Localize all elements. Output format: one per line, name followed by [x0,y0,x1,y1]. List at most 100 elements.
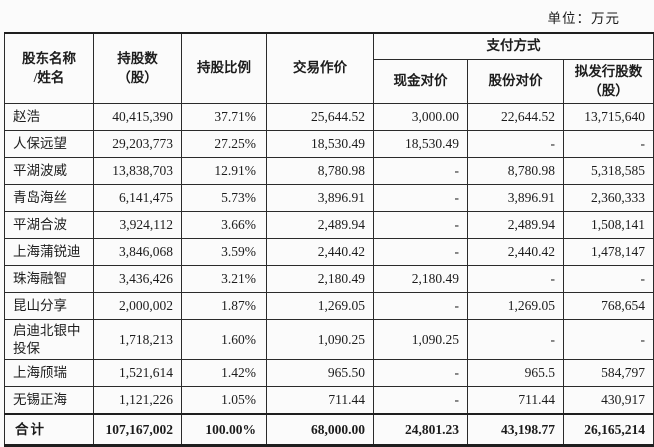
cell-name: 珠海融智 [4,265,94,293]
table-row: 平湖波威 13,838,703 12.91% 8,780.98-8,780.98 5,3… [4,157,654,185]
total-price: 68,000.00 [266,413,374,447]
cell-shares: 1,521,614 [93,359,182,388]
cell-cash: - [373,238,468,266]
cell-cash: - [373,157,468,185]
cell-cash: - [373,386,468,415]
cell-issue: 13,715,640 [562,103,654,131]
unit-label: 单位：万元 [547,11,620,26]
total-shares-to-issue: 26,165,214 [562,413,654,447]
cell-cash: - [373,292,468,320]
header-cash-consideration: 现金对价 [373,59,468,104]
cell-price: 711.44 [266,386,374,415]
cell-ratio: 1.42% [181,359,267,388]
cell-price: 18,530.49 [266,130,374,158]
cell-price: 25,644.52 [266,103,374,131]
cell-issue: 5,318,585 [562,157,654,185]
cell-issue: 430,917 [562,386,654,415]
cell-name: 平湖波威 [4,157,94,185]
cell-shares: 1,718,213 [93,318,182,361]
cell-ratio: 1.60% [181,318,267,361]
table-header: 股东名称 /姓名 持股数 （股） 持股比例 交易作价 支付方式 现金对价 股份对… [4,32,654,104]
total-ratio: 100.00% [181,413,267,447]
cell-share: - [467,265,564,293]
cell-price: 1,090.25 [266,318,374,361]
header-payment-method: 支付方式 [372,32,654,60]
cell-cash: 1,090.25 [373,318,468,361]
cell-ratio: 1.87% [181,292,267,320]
table-row: 启迪北银中 投保 1,718,213 1.60% 1,090.25 1,090.25- - [4,318,654,361]
total-cash: 24,801.23 [373,413,468,447]
cell-issue: 584,797 [562,359,654,388]
cell-share: 965.5 [467,359,564,388]
cell-ratio: 37.71% [181,103,267,131]
header-shareholder: 股东名称 /姓名 [4,32,94,104]
cell-name: 人保远望 [4,130,94,158]
cell-shares: 3,846,068 [93,238,182,266]
table-row: 青岛海丝 6,141,475 5.73% 3,896.91-3,896.91 2,360… [4,184,654,212]
cell-name: 昆山分享 [4,292,94,320]
table-row: 上海颀瑞 1,521,614 1.42% 965.50-965.5 584,797 [4,359,654,388]
cell-issue: 2,360,333 [562,184,654,212]
cell-cash: 2,180.49 [373,265,468,293]
table-row: 上海蒲锐迪 3,846,068 3.59% 2,440.42-2,440.42 1,47… [4,238,654,266]
cell-issue: - [562,318,654,361]
cell-name: 启迪北银中 投保 [4,318,94,361]
cell-name: 上海蒲锐迪 [4,238,94,266]
table-footer: 合计 107,167,002 100.00% 68,000.00 24,801.… [4,413,654,447]
cell-issue: - [562,130,654,158]
cell-cash: 18,530.49 [373,130,468,158]
cell-share: 2,440.42 [467,238,564,266]
table-row: 赵浩 40,415,390 37.71% 25,644.52 3,000.00 22,64… [4,103,654,131]
table-body: 赵浩 40,415,390 37.71% 25,644.52 3,000.00 22,64… [4,103,654,415]
cell-ratio: 3.21% [181,265,267,293]
cell-name: 无锡正海 [4,386,94,415]
cell-price: 2,440.42 [266,238,374,266]
total-share-consideration: 43,198.77 [467,413,564,447]
cell-share: - [467,318,564,361]
total-shares: 107,167,002 [93,413,182,447]
header-shares-held: 持股数 （股） [93,32,182,104]
cell-name: 赵浩 [4,103,94,131]
cell-cash: - [373,211,468,239]
cell-ratio: 5.73% [181,184,267,212]
cell-ratio: 3.66% [181,211,267,239]
cell-shares: 2,000,002 [93,292,182,320]
cell-share: 22,644.52 [467,103,564,131]
header-deal-price: 交易作价 [266,32,374,104]
cell-shares: 6,141,475 [93,184,182,212]
cell-share: 1,269.05 [467,292,564,320]
cell-cash: - [373,359,468,388]
cell-ratio: 27.25% [181,130,267,158]
cell-cash: - [373,184,468,212]
cell-name: 上海颀瑞 [4,359,94,388]
table-row: 平湖合波 3,924,112 3.66% 2,489.94-2,489.94 1,508… [4,211,654,239]
cell-price: 8,780.98 [266,157,374,185]
cell-shares: 40,415,390 [93,103,182,131]
cell-share: 8,780.98 [467,157,564,185]
header-share-consideration: 股份对价 [467,59,564,104]
cell-shares: 1,121,226 [93,386,182,415]
cell-issue: - [562,265,654,293]
cell-shares: 29,203,773 [93,130,182,158]
cell-cash: 3,000.00 [373,103,468,131]
cell-name: 平湖合波 [4,211,94,239]
cell-shares: 3,924,112 [93,211,182,239]
header-shares-to-issue: 拟发行股数 （股） [562,59,654,104]
header-row-top: 股东名称 /姓名 持股数 （股） 持股比例 交易作价 支付方式 [4,32,654,104]
cell-issue: 1,508,141 [562,211,654,239]
cell-price: 1,269.05 [266,292,374,320]
cell-price: 2,180.49 [266,265,374,293]
cell-share: 711.44 [467,386,564,415]
cell-name: 青岛海丝 [4,184,94,212]
cell-issue: 1,478,147 [562,238,654,266]
cell-price: 3,896.91 [266,184,374,212]
header-ratio: 持股比例 [181,32,267,104]
cell-share: 2,489.94 [467,211,564,239]
shareholders-payment-table: 股东名称 /姓名 持股数 （股） 持股比例 交易作价 支付方式 现金对价 股份对… [4,32,654,447]
table-row: 珠海融智 3,436,426 3.21% 2,180.49 2,180.49- - [4,265,654,293]
table-row: 人保远望 29,203,773 27.25% 18,530.49 18,530.49- - [4,130,654,158]
header-row-sub: 现金对价 股份对价 拟发行股数 （股） [5,59,654,104]
table-row: 无锡正海 1,121,226 1.05% 711.44-711.44 430,917 [4,386,654,415]
total-label: 合计 [4,413,94,447]
cell-ratio: 3.59% [181,238,267,266]
